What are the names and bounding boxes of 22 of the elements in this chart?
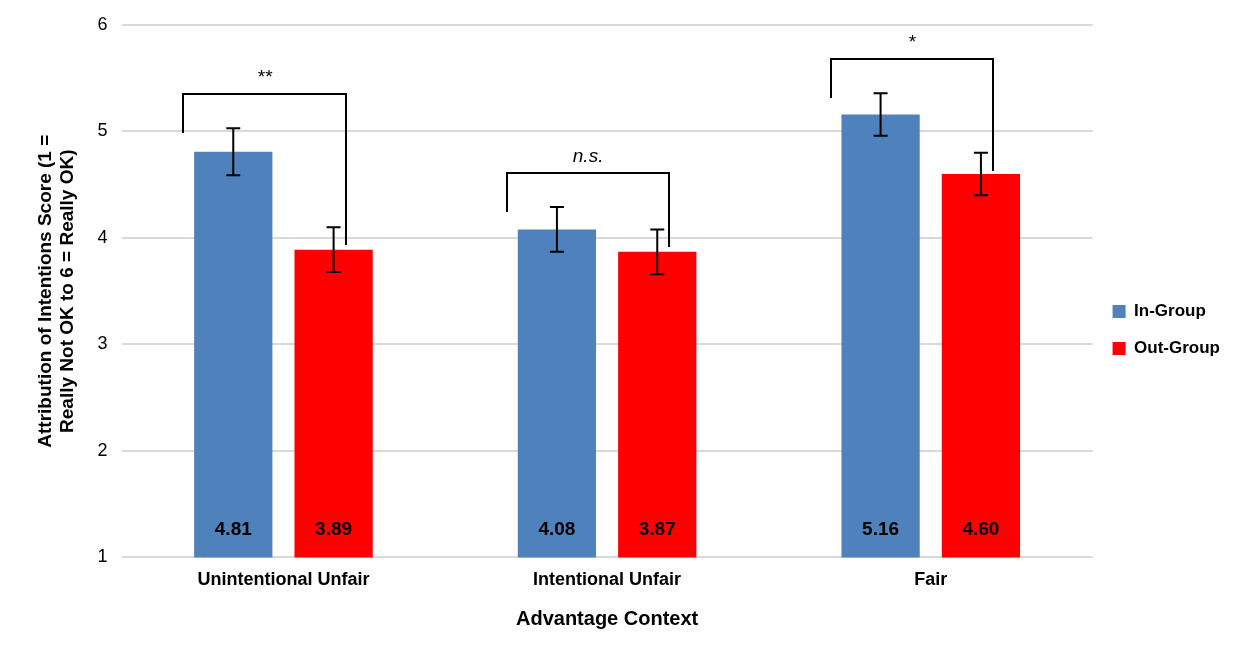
legend-label: Out-Group bbox=[1134, 338, 1220, 358]
legend-label: In-Group bbox=[1134, 301, 1206, 321]
x-tick-label: Intentional Unfair bbox=[533, 569, 682, 590]
data-label: 4.81 bbox=[214, 517, 253, 539]
annotation: * bbox=[908, 30, 917, 52]
data-label: 4.60 bbox=[962, 517, 1000, 539]
y-tick-label: 4 bbox=[97, 226, 108, 247]
y-axis-title: Attribution of Intentions Score (1 = Really Not OK to 6 = Really OK) bbox=[33, 134, 78, 448]
y-tick-label: 5 bbox=[97, 120, 108, 141]
annotation: n.s. bbox=[572, 144, 604, 166]
y-tick-label: 1 bbox=[97, 546, 108, 567]
x-axis-title: Advantage Context bbox=[515, 606, 699, 629]
y-tick-label: 3 bbox=[97, 333, 108, 354]
data-label: 3.89 bbox=[315, 517, 353, 539]
data-label: 3.87 bbox=[638, 517, 676, 539]
annotation: ** bbox=[257, 66, 273, 88]
x-tick-label: Unintentional Unfair bbox=[197, 569, 370, 590]
data-label: 5.16 bbox=[862, 517, 900, 539]
y-tick-label: 6 bbox=[97, 13, 108, 34]
y-tick-label: 2 bbox=[97, 439, 108, 460]
data-label: 4.08 bbox=[538, 517, 576, 539]
x-tick-label: Fair bbox=[914, 569, 948, 590]
